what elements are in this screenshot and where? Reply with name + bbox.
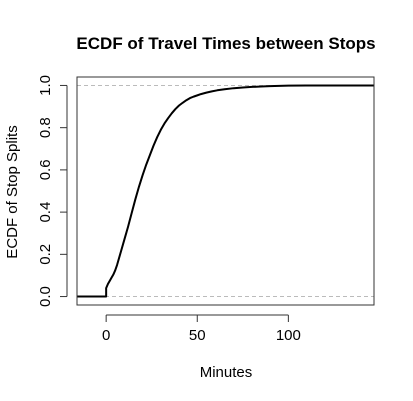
data-series [77, 84, 374, 298]
x-tick-label-1: 50 [189, 327, 206, 344]
y-tick-label-4: 0.8 [37, 117, 54, 138]
x-tick-label-0: 0 [102, 327, 110, 344]
y-tick-label-0: 0.0 [37, 286, 54, 307]
plot-frame [76, 76, 375, 306]
x-axis-label: Minutes [200, 364, 253, 381]
chart-title: ECDF of Travel Times between Stops [76, 34, 375, 53]
y-tick-label-1: 0.2 [37, 244, 54, 265]
ecdf-line-0 [77, 84, 374, 298]
y-tick-label-3: 0.6 [37, 159, 54, 180]
y-axis-label: ECDF of Stop Splits [4, 125, 21, 258]
x-axis: 0 50 100 [102, 314, 301, 344]
y-tick-label-2: 0.4 [37, 202, 54, 223]
x-tick-label-2: 100 [276, 327, 301, 344]
y-tick-label-5: 1.0 [37, 75, 54, 96]
y-axis: 0.0 0.2 0.4 0.6 0.8 1.0 [37, 75, 68, 307]
reference-lines [77, 84, 374, 298]
